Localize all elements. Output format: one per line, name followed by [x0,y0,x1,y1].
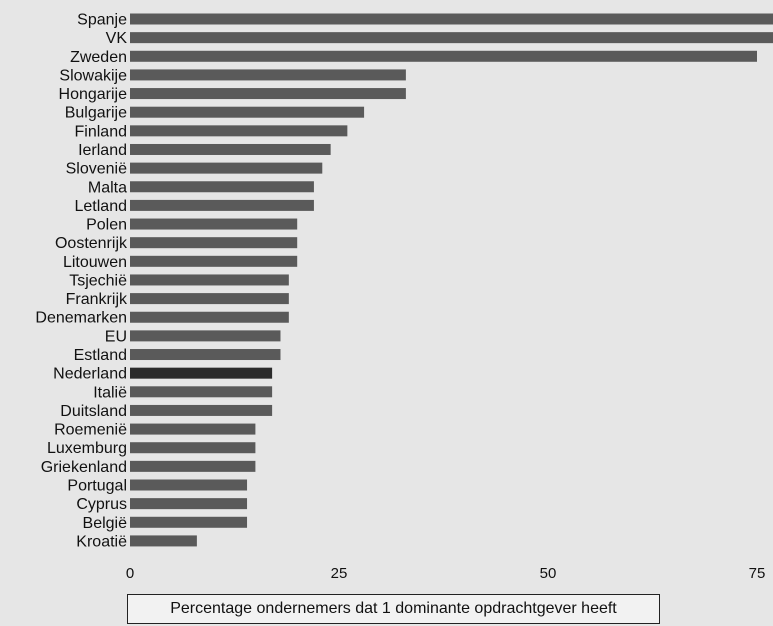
bar-malta [130,181,314,193]
bar-letland [130,199,314,211]
category-label-luxemburg: Luxemburg [47,440,127,457]
category-label-roemenie: Roemenië [54,422,127,439]
x-tick-labels: 0 25 50 75 [126,565,766,582]
bar-roemenie [130,423,256,435]
category-label-slowakije: Slowakije [59,67,127,84]
bar-frankrijk [130,293,289,305]
category-label-nederland: Nederland [53,366,127,383]
category-label-estland: Estland [74,347,127,364]
category-label-spanje: Spanje [77,12,127,29]
bar-denemarken [130,311,289,323]
bar-portugal [130,479,248,491]
category-label-hongarije: Hongarije [59,86,128,103]
bars-group [130,13,773,547]
category-label-italie: Italië [93,384,127,401]
bar-belgie [130,516,248,528]
category-label-kroatie: Kroatië [76,533,127,550]
category-label-ierland: Ierland [78,142,127,159]
bar-vk [130,32,773,44]
category-label-malta: Malta [88,179,127,196]
category-label-belgie: België [83,515,128,532]
bar-ierland [130,143,331,155]
category-label-slovenie: Slovenië [66,161,127,178]
x-tick-label-50: 50 [540,565,557,582]
bar-tsjechie [130,274,289,286]
bar-italie [130,386,273,398]
bar-eu [130,330,281,342]
bar-bulgarije [130,106,365,118]
category-label-eu: EU [105,328,127,345]
x-tick-label-0: 0 [126,565,134,582]
bar-griekenland [130,460,256,472]
category-label-frankrijk: Frankrijk [66,291,128,308]
bar-cyprus [130,498,248,510]
bar-slovenie [130,162,323,174]
category-label-portugal: Portugal [67,478,127,495]
bar-luxemburg [130,442,256,454]
category-label-litouwen: Litouwen [63,254,127,271]
bar-slowakije [130,69,406,81]
category-label-letland: Letland [75,198,128,215]
category-label-finland: Finland [75,123,127,140]
category-label-oostenrijk: Oostenrijk [55,235,128,252]
category-label-griekenland: Griekenland [41,459,127,476]
bar-litouwen [130,255,298,267]
bar-oostenrijk [130,237,298,249]
bar-spanje [130,13,773,25]
bar-nederland [130,367,273,379]
category-label-denemarken: Denemarken [35,310,127,327]
category-label-cyprus: Cyprus [76,496,127,513]
category-label-tsjechie: Tsjechië [69,272,127,289]
x-tick-label-75: 75 [749,565,766,582]
bar-hongarije [130,88,406,100]
category-label-duitsland: Duitsland [60,403,127,420]
category-label-polen: Polen [86,217,127,234]
x-tick-label-25: 25 [331,565,348,582]
bar-polen [130,218,298,230]
bar-zweden [130,50,757,62]
category-label-vk: VK [106,30,128,47]
bar-estland [130,349,281,361]
category-label-zweden: Zweden [70,49,127,66]
bar-kroatie [130,535,197,547]
bar-finland [130,125,348,137]
category-label-bulgarije: Bulgarije [65,105,127,122]
x-axis-label: Percentage ondernemers dat 1 dominante o… [127,594,660,624]
bar-duitsland [130,404,273,416]
